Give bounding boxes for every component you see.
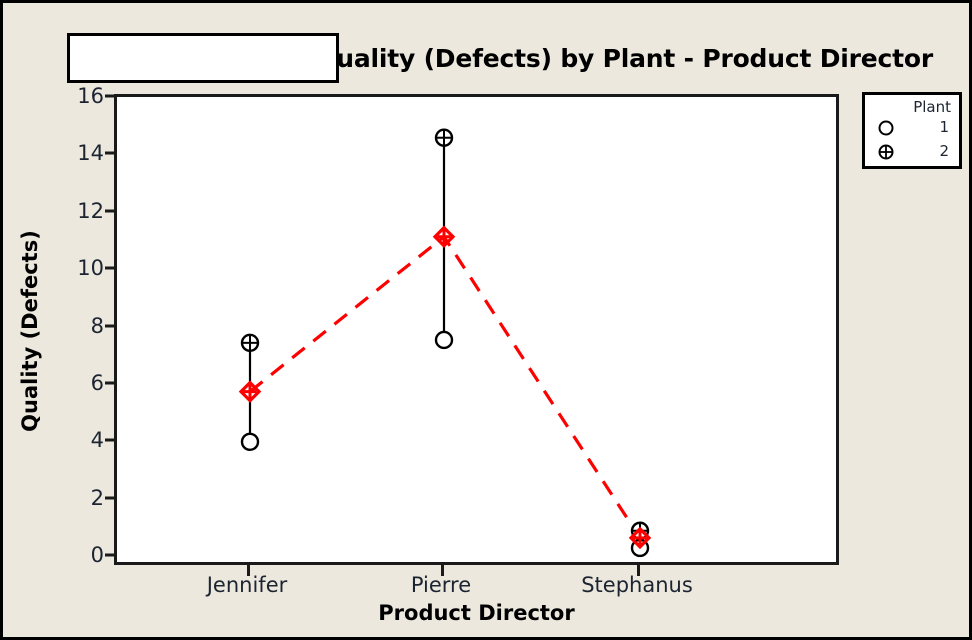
legend-item-plant-2: 2 bbox=[865, 141, 959, 163]
title-block: Quality (Defects) by Plant - Product Dir… bbox=[3, 33, 963, 85]
page-title: Quality (Defects) by Plant - Product Dir… bbox=[315, 44, 933, 73]
data-point-plant-2 bbox=[240, 333, 260, 353]
x-tick-label: Pierre bbox=[410, 573, 472, 597]
y-tick-label: 4 bbox=[90, 428, 104, 453]
y-tick-label: 2 bbox=[90, 485, 104, 510]
legend: Plant 1 2 bbox=[862, 92, 962, 169]
data-point-mean bbox=[432, 225, 456, 248]
y-axis-title: Quality (Defects) bbox=[13, 103, 47, 558]
legend-title: Plant bbox=[913, 98, 951, 116]
y-tick-label: 6 bbox=[90, 370, 104, 395]
y-tick-label: 0 bbox=[90, 543, 104, 567]
y-tick-mark bbox=[105, 324, 114, 327]
x-tick-label: Stephanus bbox=[581, 573, 693, 597]
y-tick-mark bbox=[105, 94, 114, 98]
y-tick-label: 10 bbox=[77, 256, 104, 281]
data-point-plant-1 bbox=[434, 330, 454, 350]
data-point-plant-2 bbox=[434, 128, 454, 147]
y-tick-mark bbox=[105, 151, 114, 155]
open-circle-icon bbox=[875, 117, 897, 139]
y-tick-mark bbox=[105, 381, 114, 385]
plot-area bbox=[114, 94, 839, 565]
y-tick-mark bbox=[105, 553, 114, 557]
legend-item-plant-1: 1 bbox=[865, 117, 959, 139]
x-tick-mark bbox=[637, 565, 640, 576]
y-tick-mark bbox=[105, 496, 114, 500]
y-tick-label: 16 bbox=[77, 84, 104, 108]
y-tick-label: 8 bbox=[90, 313, 104, 338]
y-tick-mark bbox=[105, 209, 114, 213]
x-tick-mark bbox=[247, 565, 250, 576]
x-tick-mark bbox=[441, 565, 444, 576]
data-point-mean bbox=[628, 526, 652, 550]
circle-plus-icon bbox=[875, 141, 897, 163]
legend-item-label: 2 bbox=[939, 142, 949, 160]
plot-canvas bbox=[238, 128, 652, 558]
title-occlusion-box bbox=[67, 33, 339, 83]
x-tick-label: Jennifer bbox=[206, 573, 288, 597]
y-tick-mark bbox=[105, 438, 114, 442]
x-axis-title: Product Director bbox=[378, 601, 575, 625]
y-tick-label: 14 bbox=[77, 141, 104, 166]
data-point-mean bbox=[238, 380, 262, 403]
data-point-plant-1 bbox=[240, 432, 260, 452]
y-axis-title-label: Quality (Defects) bbox=[18, 229, 42, 432]
y-tick-mark bbox=[105, 266, 114, 270]
legend-item-label: 1 bbox=[939, 118, 949, 136]
y-tick-label: 12 bbox=[77, 198, 104, 223]
